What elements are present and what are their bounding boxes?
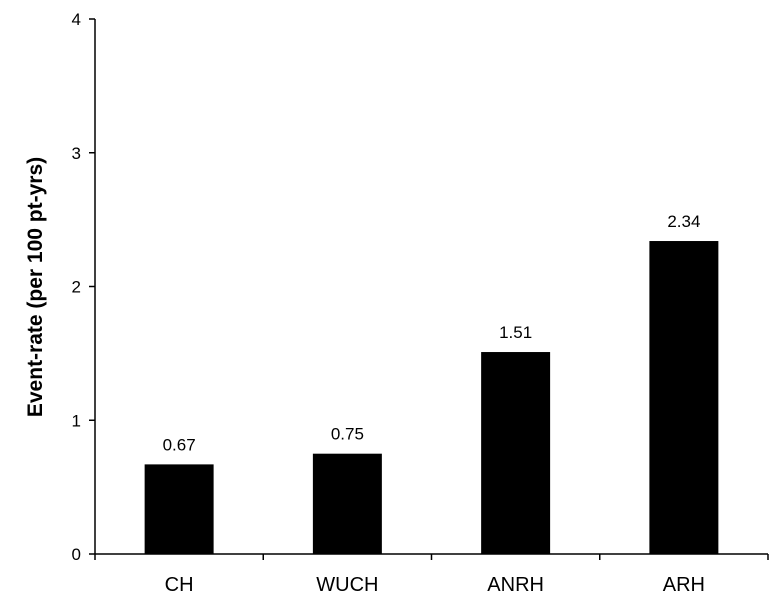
y-tick-label: 3 xyxy=(72,144,81,163)
y-tick-label: 4 xyxy=(72,10,81,29)
x-category-label-arh: ARH xyxy=(663,574,705,595)
y-axis-title: Event-rate (per 100 pt-yrs) xyxy=(24,157,47,417)
x-category-label-ch: CH xyxy=(165,574,194,595)
data-label-ch: 0.67 xyxy=(163,435,196,454)
data-labels: 0.67 0.75 1.51 2.34 xyxy=(163,212,701,454)
x-category-labels: CH WUCH ANRH ARH xyxy=(165,574,705,595)
bar-wuch xyxy=(312,453,382,554)
bar-arh xyxy=(649,241,719,554)
data-label-anrh: 1.51 xyxy=(499,323,532,342)
bar-ch xyxy=(144,464,214,554)
y-tick-label: 1 xyxy=(72,411,81,430)
y-tick-label: 0 xyxy=(72,545,81,564)
bars xyxy=(144,241,719,554)
data-label-wuch: 0.75 xyxy=(331,425,364,444)
data-label-arh: 2.34 xyxy=(667,212,700,231)
x-category-label-wuch: WUCH xyxy=(316,574,378,595)
bar-anrh xyxy=(481,352,551,554)
y-ticks: 0 1 2 3 4 xyxy=(72,10,769,564)
x-category-label-anrh: ANRH xyxy=(487,574,544,595)
y-tick-label: 2 xyxy=(72,278,81,297)
